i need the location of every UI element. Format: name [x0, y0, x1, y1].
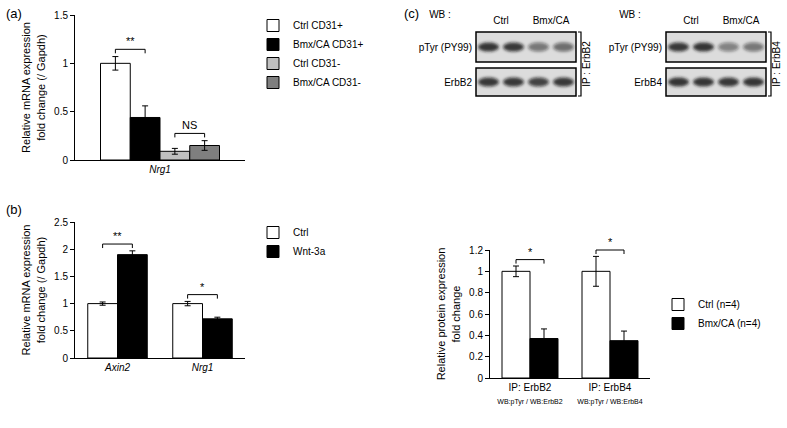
svg-text:Ctrl: Ctrl — [683, 15, 699, 26]
svg-text:Relative mRNA expressionfold c: Relative mRNA expressionfold change (/ G… — [20, 22, 46, 153]
svg-text:Ctrl (n=4): Ctrl (n=4) — [698, 299, 740, 310]
svg-text:Ctrl CD31-: Ctrl CD31- — [293, 58, 340, 69]
svg-text:Ctrl CD31+: Ctrl CD31+ — [293, 20, 343, 31]
svg-text:WB :: WB : — [429, 9, 451, 20]
svg-text:Wnt-3a: Wnt-3a — [293, 246, 326, 257]
svg-text:2.5: 2.5 — [54, 217, 68, 228]
svg-text:**: ** — [113, 230, 122, 242]
svg-text:Nrg1: Nrg1 — [149, 164, 171, 175]
svg-text:0.8: 0.8 — [469, 287, 483, 298]
svg-text:WB :: WB : — [619, 9, 641, 20]
svg-text:ErbB2: ErbB2 — [444, 77, 472, 88]
svg-text:IP : ErbB2: IP : ErbB2 — [581, 41, 592, 87]
svg-text:*: * — [528, 246, 533, 258]
svg-text:(c): (c) — [404, 6, 419, 21]
svg-text:0: 0 — [477, 373, 483, 384]
svg-text:Nrg1: Nrg1 — [192, 362, 214, 373]
svg-text:0.5: 0.5 — [54, 325, 68, 336]
svg-text:2: 2 — [62, 244, 68, 255]
svg-text:IP: ErbB4WB:pTyr / WB:ErbB4: IP: ErbB4WB:pTyr / WB:ErbB4 — [577, 382, 642, 406]
svg-text:Relative protein expressionfol: Relative protein expressionfold change — [435, 248, 461, 381]
svg-text:IP: ErbB2WB:pTyr / WB:ErbB2: IP: ErbB2WB:pTyr / WB:ErbB2 — [497, 382, 562, 406]
svg-text:1.2: 1.2 — [469, 245, 483, 256]
svg-text:1: 1 — [477, 266, 483, 277]
svg-text:(b): (b) — [6, 202, 22, 217]
svg-text:0.4: 0.4 — [469, 330, 483, 341]
svg-text:1: 1 — [62, 58, 68, 69]
svg-text:NS: NS — [182, 119, 197, 131]
svg-text:Ctrl: Ctrl — [493, 15, 509, 26]
svg-text:Bmx/CA CD31+: Bmx/CA CD31+ — [293, 39, 363, 50]
svg-text:IP : ErbB4: IP : ErbB4 — [771, 41, 782, 87]
svg-text:*: * — [608, 236, 613, 248]
svg-text:pTyr (PY99): pTyr (PY99) — [609, 42, 662, 53]
svg-text:Ctrl: Ctrl — [293, 227, 309, 238]
svg-text:0: 0 — [62, 155, 68, 166]
svg-text:Bmx/CA: Bmx/CA — [533, 15, 570, 26]
svg-text:0: 0 — [62, 353, 68, 364]
svg-text:*: * — [200, 281, 205, 293]
svg-text:ErbB4: ErbB4 — [634, 77, 662, 88]
svg-text:Axin2: Axin2 — [104, 362, 130, 373]
svg-text:1.5: 1.5 — [54, 271, 68, 282]
svg-text:0.2: 0.2 — [469, 351, 483, 362]
svg-text:pTyr (PY99): pTyr (PY99) — [419, 42, 472, 53]
svg-text:0.6: 0.6 — [469, 309, 483, 320]
svg-text:1: 1 — [62, 298, 68, 309]
svg-text:1.5: 1.5 — [54, 10, 68, 21]
svg-text:(a): (a) — [6, 6, 22, 21]
svg-text:**: ** — [126, 35, 135, 47]
svg-text:Bmx/CA CD31-: Bmx/CA CD31- — [293, 77, 361, 88]
svg-text:0.5: 0.5 — [54, 106, 68, 117]
svg-text:Bmx/CA: Bmx/CA — [723, 15, 760, 26]
svg-text:Bmx/CA (n=4): Bmx/CA (n=4) — [698, 318, 761, 329]
svg-text:Relative mRNA expressionfold c: Relative mRNA expressionfold change (/ G… — [20, 225, 46, 356]
